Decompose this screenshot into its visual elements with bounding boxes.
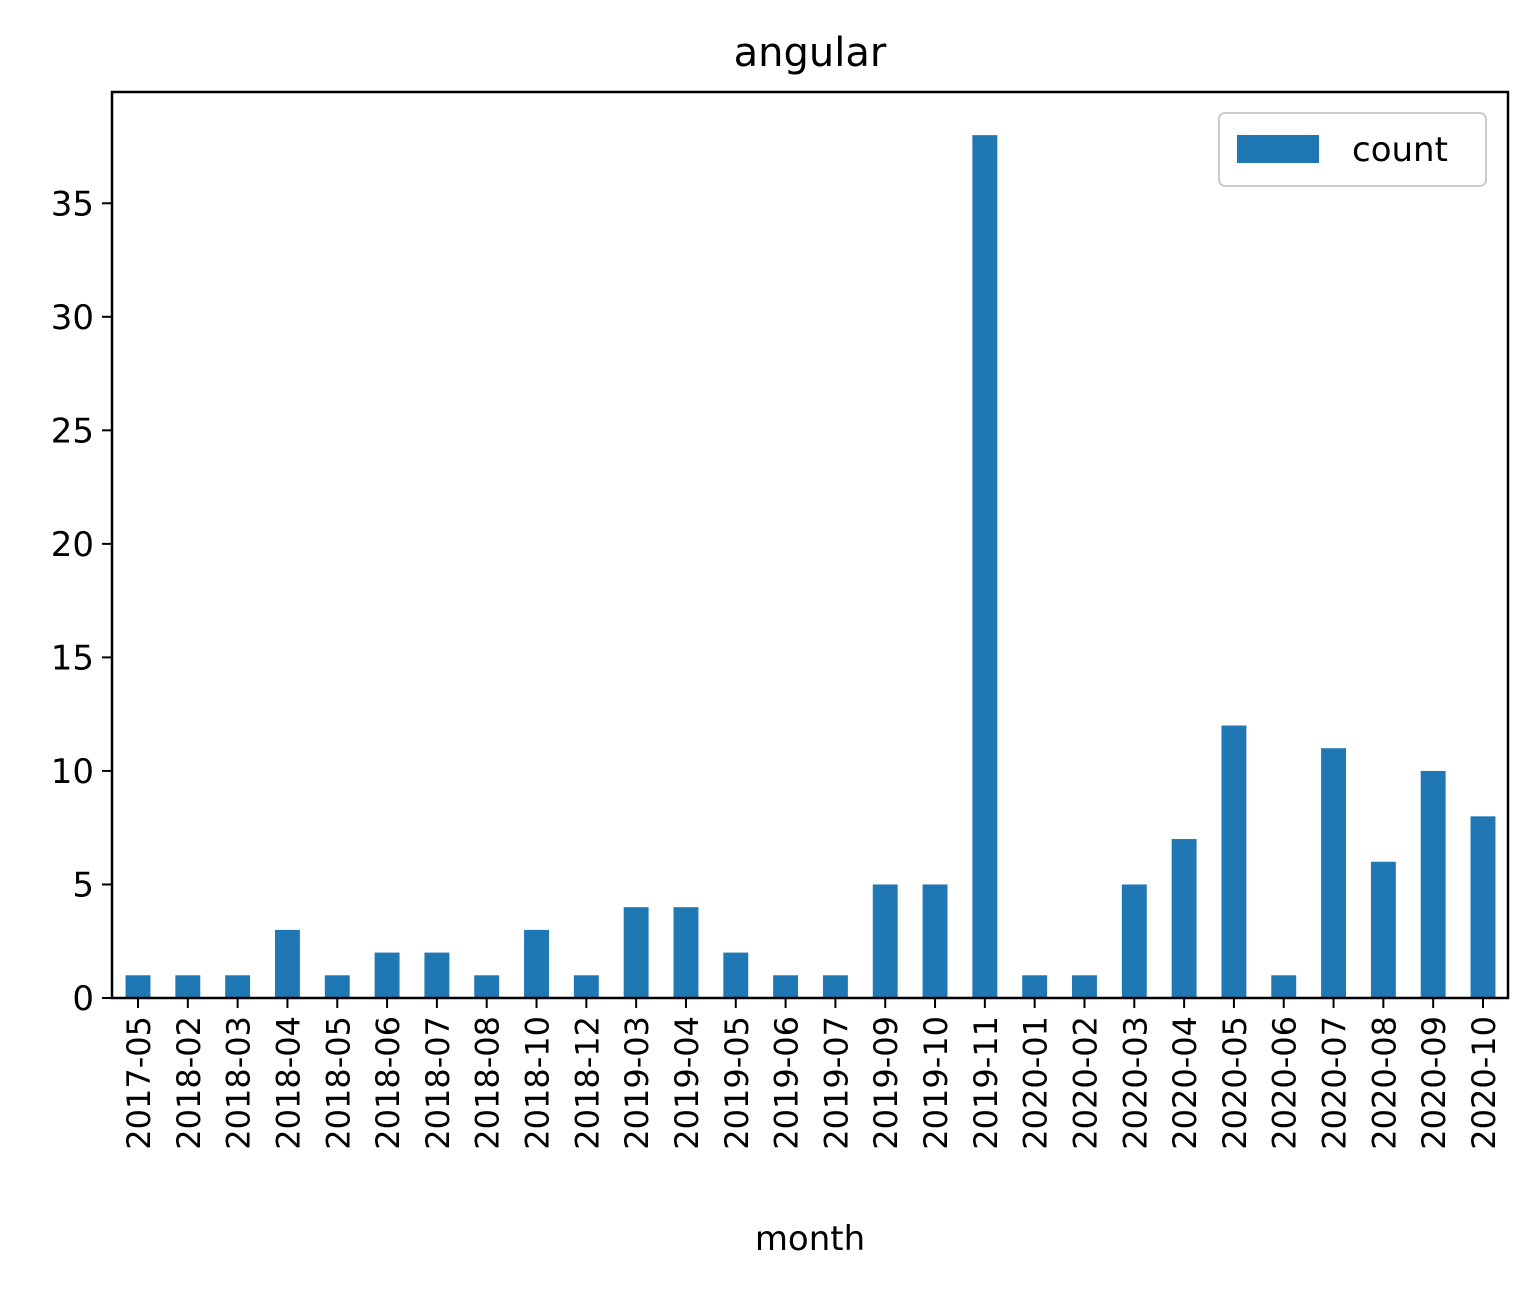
bar-2020-02 [1072, 975, 1097, 998]
bar-2018-05 [324, 975, 350, 998]
bar-2019-10 [922, 884, 948, 998]
y-tick-label: 30 [51, 298, 94, 338]
bar-2018-10 [524, 929, 549, 998]
x-tick-label: 2018-03 [220, 1016, 258, 1150]
chart-title: angular [734, 30, 887, 76]
bars [125, 135, 1496, 999]
bar-2019-11 [972, 135, 998, 999]
bar-2018-08 [474, 975, 500, 998]
legend-swatch [1237, 135, 1319, 163]
bar-2020-10 [1470, 816, 1496, 998]
bar-2020-09 [1420, 770, 1446, 998]
x-tick-label: 2019-07 [817, 1016, 855, 1150]
x-tick-label: 2019-11 [967, 1016, 1005, 1150]
bar-2020-03 [1121, 884, 1147, 998]
bar-2018-04 [274, 929, 300, 998]
bar-2017-05 [125, 975, 151, 998]
y-tick-label: 15 [51, 638, 94, 678]
bar-2019-04 [673, 907, 699, 998]
bar-2020-07 [1321, 748, 1347, 998]
legend-box [1218, 112, 1487, 187]
x-tick-label: 2019-09 [867, 1016, 905, 1150]
x-tick-label: 2018-10 [519, 1016, 557, 1150]
x-tick-label: 2018-07 [419, 1016, 457, 1150]
x-tick-label: 2018-08 [469, 1016, 507, 1150]
x-tick-label: 2019-10 [917, 1016, 955, 1150]
y-axis: 0 5 10 15 20 25 30 35 [51, 184, 112, 1019]
x-axis: 2017-05 2018-02 2018-03 2018-04 2018-05 2018-… [120, 998, 1503, 1150]
x-tick-label: 2020-06 [1266, 1016, 1304, 1150]
bar-2019-05 [723, 952, 749, 998]
bar-2018-02 [175, 975, 201, 998]
x-axis-label: month [755, 1219, 865, 1259]
bar-2018-07 [424, 952, 450, 998]
x-tick-label: 2020-02 [1066, 1016, 1104, 1150]
y-tick-label: 10 [51, 752, 94, 792]
bar-2019-03 [623, 907, 649, 998]
x-tick-label: 2017-05 [120, 1016, 158, 1150]
plot-frame [110, 90, 1510, 1000]
legend: count [1218, 112, 1487, 187]
y-tick-label: 25 [51, 411, 94, 451]
x-tick-label: 2018-04 [269, 1016, 307, 1150]
x-tick-label: 2020-01 [1017, 1016, 1055, 1150]
x-tick-label: 2020-07 [1316, 1016, 1354, 1150]
x-tick-label: 2020-04 [1166, 1016, 1204, 1150]
x-tick-label: 2018-12 [568, 1016, 606, 1150]
x-tick-label: 2018-02 [170, 1016, 208, 1150]
bar-2018-12 [573, 975, 599, 998]
y-tick-label: 20 [51, 525, 94, 565]
bar-2020-04 [1171, 839, 1197, 998]
bar-2019-07 [822, 975, 848, 998]
y-tick-label: 5 [72, 865, 94, 905]
y-tick-label: 35 [51, 184, 94, 224]
bar-2020-05 [1221, 725, 1247, 998]
x-tick-label: 2020-10 [1465, 1016, 1503, 1150]
bar-2018-03 [225, 975, 251, 998]
legend-label-count: count [1352, 130, 1448, 170]
bar-2019-06 [773, 975, 799, 998]
bar-2018-06 [374, 952, 400, 998]
x-tick-label: 2020-08 [1365, 1016, 1403, 1150]
x-tick-label: 2020-03 [1116, 1016, 1154, 1150]
bar-2020-01 [1022, 975, 1048, 998]
bar-2020-06 [1271, 975, 1297, 998]
x-tick-label: 2019-04 [668, 1016, 706, 1150]
x-tick-label: 2019-05 [718, 1016, 756, 1150]
x-tick-label: 2019-03 [618, 1016, 656, 1150]
x-tick-label: 2020-05 [1216, 1016, 1254, 1150]
x-tick-label: 2019-06 [768, 1016, 806, 1150]
x-tick-label: 2018-05 [319, 1016, 357, 1150]
x-tick-label: 2020-09 [1415, 1016, 1453, 1150]
bar-2019-09 [872, 884, 898, 998]
bar-2020-08 [1370, 861, 1396, 998]
x-tick-label: 2018-06 [369, 1016, 407, 1150]
y-tick-label: 0 [72, 979, 94, 1019]
